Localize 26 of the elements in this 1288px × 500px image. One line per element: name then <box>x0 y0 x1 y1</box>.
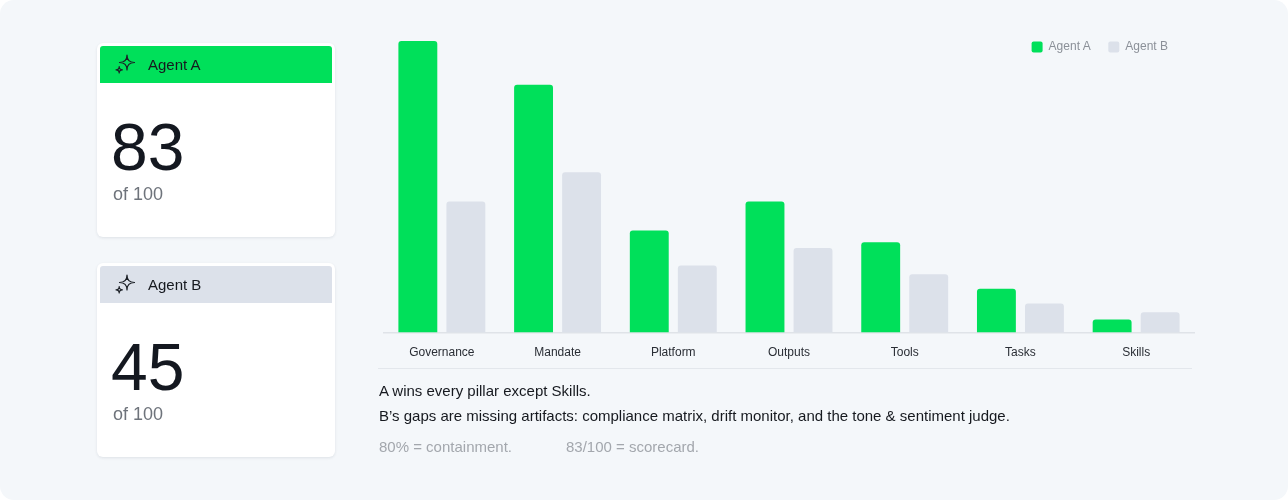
bar <box>976 288 1016 333</box>
text: 80% = containment. <box>379 437 513 457</box>
text: B’s gaps are missing artifacts: compliance matrix, drift monitor, and the tone & sentiment judge. <box>379 406 1011 426</box>
x-tick-label: Platform <box>650 345 696 360</box>
bar <box>1092 319 1132 333</box>
x-tick-label: Tasks <box>1005 345 1036 360</box>
x-tick-label: Tools <box>890 345 919 360</box>
text: of 100 <box>113 404 164 424</box>
x-tick-label: Skills <box>1122 345 1151 360</box>
x-tick-label: Mandate <box>534 345 582 360</box>
bar <box>861 242 901 333</box>
bar <box>629 230 669 333</box>
bar <box>745 201 785 333</box>
x-tick-label: Governance <box>409 345 475 360</box>
text: Agent A <box>148 55 201 75</box>
text: A wins every pillar except Skills. <box>379 381 592 401</box>
legend-label: Agent A <box>1048 39 1091 54</box>
legend-label: Agent B <box>1125 39 1169 54</box>
text: 83 <box>111 110 185 184</box>
text: 83/100 = scorecard. <box>566 437 700 457</box>
x-tick-label: Outputs <box>767 345 811 360</box>
text: Agent B <box>148 275 202 295</box>
bar <box>398 41 438 333</box>
bar <box>514 84 554 333</box>
text: of 100 <box>113 184 164 204</box>
text: 45 <box>111 330 185 404</box>
